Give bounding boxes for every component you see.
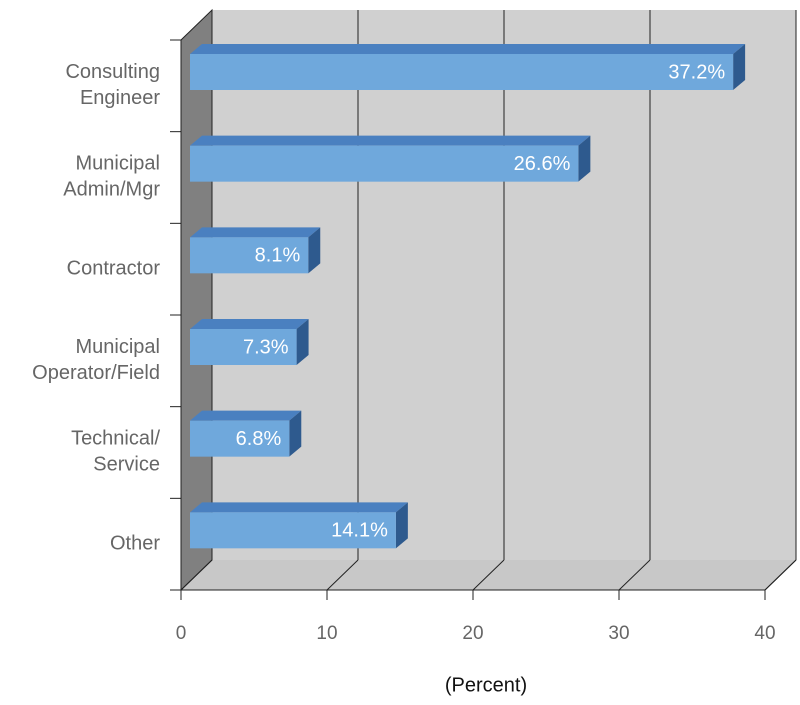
- bar-side: [308, 227, 321, 274]
- x-tick-label: 10: [316, 623, 337, 644]
- bar-top: [190, 227, 321, 238]
- value-label: 14.1%: [331, 520, 388, 542]
- labels: 0 10 20 30 40 Consulting Engineer 37.2% Municipa…: [32, 61, 775, 644]
- x-tick-label: 0: [176, 623, 187, 644]
- y-tick-label: Municipal Operator/Field: [32, 336, 160, 384]
- y-tick-label: Municipal Admin/Mgr: [63, 153, 160, 201]
- value-label: 37.2%: [668, 61, 725, 83]
- value-label: 6.8%: [236, 428, 282, 450]
- y-tick-label: Consulting Engineer: [65, 61, 160, 109]
- x-tick-label: 30: [608, 623, 629, 644]
- floor-grid-line: [764, 559, 797, 591]
- y-tick-label: Contractor: [67, 257, 161, 279]
- bar: [190, 512, 396, 549]
- x-tick-label: 20: [462, 623, 483, 644]
- x-axis-title: (Percent): [445, 674, 527, 696]
- bar: [190, 420, 290, 457]
- bar-side: [578, 135, 591, 182]
- floor-grid-line: [618, 559, 651, 591]
- bar-top: [190, 410, 302, 421]
- y-tick-label: Technical/Service: [71, 428, 160, 476]
- bar: [190, 54, 734, 90]
- bar-side: [289, 410, 302, 457]
- y-tick-label: Other: [110, 532, 160, 554]
- bar: [190, 237, 309, 274]
- grid: [170, 10, 797, 600]
- bar-top: [190, 135, 591, 146]
- bar-top: [190, 44, 746, 54]
- bars: [190, 44, 746, 549]
- floor-grid-line: [326, 559, 359, 591]
- bar-side: [395, 502, 408, 549]
- bar-top: [190, 502, 408, 513]
- value-label: 7.3%: [243, 336, 289, 358]
- floor-grid-line: [180, 559, 213, 591]
- bar-side: [296, 319, 309, 365]
- floor-grid-line: [472, 559, 505, 591]
- x-tick-label: 40: [754, 623, 775, 644]
- bar: [190, 329, 297, 365]
- value-label: 26.6%: [514, 153, 571, 175]
- bar: [190, 145, 579, 182]
- bar-top: [190, 319, 309, 329]
- bar-side: [733, 44, 746, 90]
- value-label: 8.1%: [255, 245, 301, 267]
